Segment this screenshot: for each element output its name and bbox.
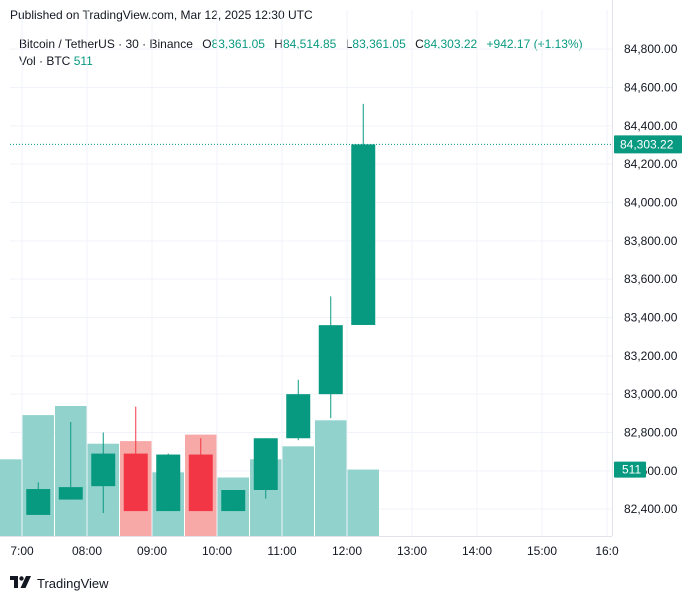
candle-body <box>286 394 311 439</box>
volume-badge <box>614 461 646 478</box>
candle-body <box>123 453 148 512</box>
candle-body <box>221 490 246 512</box>
volume-value: 511 <box>73 54 93 68</box>
volume-bar <box>315 420 347 536</box>
footer-brand: TradingView <box>10 576 109 591</box>
tv-logo-shape <box>10 576 31 588</box>
y-tick-label: 84,600.00 <box>624 81 678 95</box>
symbol-legend: Bitcoin / TetherUS · 30 · Binance O83,36… <box>19 37 583 51</box>
change-value: +942.17 (+1.13%) <box>486 37 583 51</box>
x-tick-label: 7:00 <box>10 544 34 558</box>
x-tick-label: 10:00 <box>202 544 232 558</box>
low-label: L <box>345 37 353 51</box>
close-label: C <box>415 37 424 51</box>
last-price-label: 84,303.22 <box>620 137 674 151</box>
volume-bar <box>282 446 314 536</box>
volume-bar <box>347 469 379 536</box>
y-tick-label: 82,400.00 <box>624 502 678 516</box>
symbol-name[interactable]: Bitcoin / TetherUS · 30 · Binance <box>19 37 193 51</box>
last-price-badge <box>614 135 682 154</box>
y-tick-label: 83,000.00 <box>624 387 678 401</box>
volume-bar <box>22 415 54 536</box>
y-tick-label: 84,000.00 <box>624 196 678 210</box>
y-tick-label: 84,800.00 <box>624 42 678 56</box>
y-tick-label: 82,800.00 <box>624 426 678 440</box>
footer-brand-text: TradingView <box>37 576 109 591</box>
x-tick-label: 08:00 <box>72 544 102 558</box>
volume-bar <box>0 459 22 536</box>
x-tick-label: 14:00 <box>462 544 492 558</box>
candle-body <box>351 144 376 325</box>
y-tick-label: 83,600.00 <box>624 272 678 286</box>
candle-body <box>318 325 343 395</box>
candle-body <box>26 489 51 515</box>
high-label: H <box>274 37 283 51</box>
x-tick-label: 11:00 <box>267 544 296 558</box>
x-tick-label: 15:00 <box>527 544 557 558</box>
y-tick-label: 84,200.00 <box>624 157 678 171</box>
candle-body <box>156 454 181 512</box>
candle-body <box>253 438 278 490</box>
open-label: O <box>202 37 212 51</box>
published-caption: Published on TradingView.com, Mar 12, 20… <box>10 8 313 22</box>
candle-body <box>91 453 116 487</box>
x-tick-label: 13:00 <box>397 544 427 558</box>
candle-body <box>188 454 213 512</box>
x-tick-label: 09:00 <box>137 544 167 558</box>
x-tick-label: 12:00 <box>332 544 362 558</box>
low-value: 83,361.05 <box>352 37 406 51</box>
close-value: 84,303.22 <box>423 37 478 51</box>
high-value: 84,514.85 <box>282 37 337 51</box>
y-tick-label: 84,400.00 <box>624 119 678 133</box>
x-tick-label: 16:0 <box>595 544 619 558</box>
volume-label[interactable]: Vol · BTC <box>19 54 71 68</box>
candle-body <box>58 487 83 500</box>
volume-badge-label: 511 <box>622 463 641 477</box>
volume-legend: Vol · BTC 511 <box>19 54 93 68</box>
open-value: 83,361.05 <box>211 37 265 51</box>
y-tick-label: 83,800.00 <box>624 234 678 248</box>
y-tick-label: 83,200.00 <box>624 349 678 363</box>
y-tick-label: 83,400.00 <box>624 311 678 325</box>
tv-logo-icon <box>10 576 32 591</box>
